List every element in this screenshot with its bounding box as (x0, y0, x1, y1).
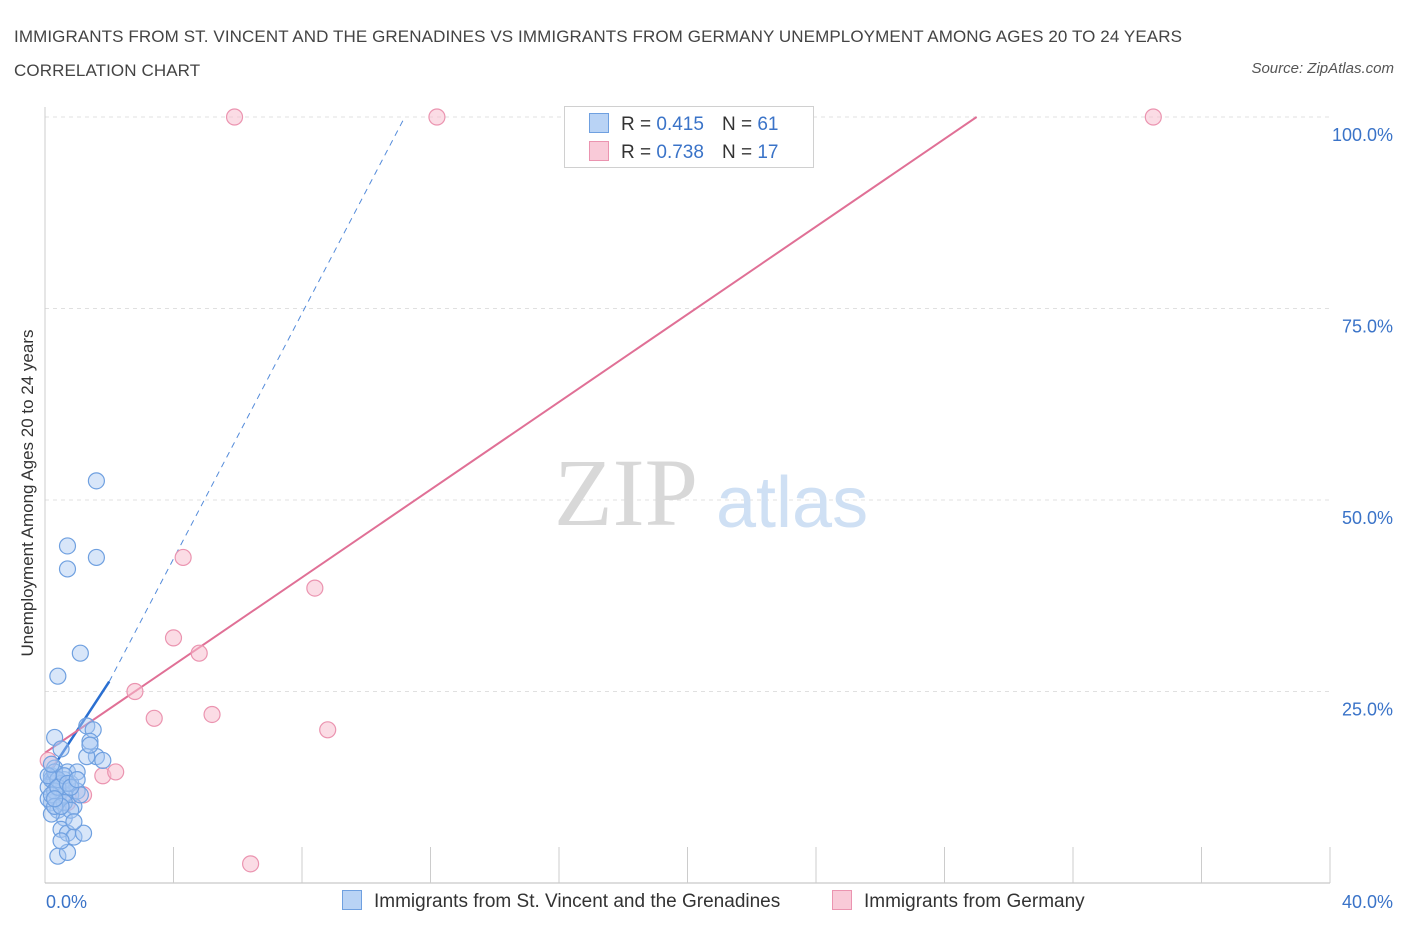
points-series1 (39, 472, 112, 865)
point-series2-8 (174, 548, 192, 567)
watermark-zip: ZIP (554, 439, 698, 546)
legend-row-series2: R = 0.738 N = 17 (589, 141, 778, 165)
source-credit: Source: ZipAtlas.com (1251, 60, 1394, 77)
bottom-legend-label-series1: Immigrants from St. Vincent and the Gren… (374, 891, 781, 912)
tick-labels: 25.0% 50.0% 75.0% 100.0% 0.0% 40.0% (46, 125, 1393, 912)
point-series1-60 (68, 770, 86, 789)
legend-r-value-series1: 0.415 (656, 114, 704, 135)
bottom-legend-series2: Immigrants from Germany (832, 890, 1085, 913)
point-series1-33 (87, 472, 106, 490)
point-series2-15 (428, 108, 446, 126)
watermark: ZIP atlas (554, 439, 868, 546)
y-tick-label-25: 25.0% (1342, 700, 1393, 720)
point-series1-31 (58, 537, 77, 555)
legend-row-series1: R = 0.415 N = 61 (589, 113, 778, 137)
y-tick-label-50: 50.0% (1342, 508, 1393, 528)
point-series1-50 (65, 813, 83, 831)
trend-line-series2 (44, 116, 978, 754)
chart-title: IMMIGRANTS FROM ST. VINCENT AND THE GREN… (14, 27, 1183, 80)
point-series1-32 (87, 548, 106, 567)
point-series2-6 (145, 709, 163, 727)
point-series2-4 (107, 763, 125, 781)
y-tick-label-75: 75.0% (1342, 317, 1393, 337)
point-series1-21 (52, 740, 70, 758)
legend-r-value-series2: 0.738 (656, 142, 704, 163)
correlation-legend: R = 0.415 N = 61 R = 0.738 N = 17 (564, 106, 814, 168)
point-series2-9 (190, 644, 208, 662)
point-series2-14 (225, 108, 244, 126)
y-tick-label-100: 100.0% (1332, 125, 1393, 145)
bottom-legend-series1: Immigrants from St. Vincent and the Gren… (342, 890, 780, 913)
point-series2-13 (319, 721, 337, 739)
point-series1-30 (58, 560, 77, 578)
point-series2-10 (203, 705, 221, 724)
legend-n-value-series2: 17 (757, 142, 779, 163)
point-series1-17 (74, 824, 93, 842)
bottom-legend-swatch-series2 (832, 890, 852, 910)
bottom-legend-swatch-series1 (342, 890, 362, 910)
legend-n-value-series1: 61 (757, 114, 779, 135)
point-series2-11 (242, 855, 260, 873)
trend-line-series1-extension (108, 116, 406, 682)
point-series1-29 (71, 644, 89, 662)
point-series2-16 (1144, 108, 1162, 126)
trend-line-series2-solid (44, 116, 978, 754)
watermark-atlas: atlas (716, 463, 868, 543)
legend-r-label: R = (621, 142, 652, 163)
trend-line-series1 (43, 116, 406, 781)
point-series2-7 (164, 629, 183, 647)
point-series2-12 (306, 579, 324, 597)
legend-swatch-series1 (589, 113, 609, 133)
legend-n-label: N = (721, 114, 753, 135)
point-series1-52 (42, 755, 61, 773)
legend-swatch-series2 (589, 141, 609, 161)
legend-r-label: R = (621, 114, 652, 135)
axes (44, 107, 1331, 884)
x-tick-label-min: 0.0% (46, 892, 87, 912)
point-series1-16 (65, 828, 83, 846)
x-tick-label-max: 40.0% (1342, 892, 1393, 912)
y-axis-label: Unemployment Among Ages 20 to 24 years (18, 329, 37, 657)
point-series1-48 (81, 736, 99, 754)
point-series1-26 (94, 751, 112, 770)
point-series1-58 (46, 790, 64, 808)
point-series1-28 (49, 667, 67, 685)
bottom-legend-label-series2: Immigrants from Germany (864, 891, 1085, 912)
point-series2-5 (126, 682, 144, 701)
grid-lines (45, 116, 1330, 692)
legend-n-label: N = (721, 142, 753, 163)
point-series1-49 (52, 832, 70, 850)
